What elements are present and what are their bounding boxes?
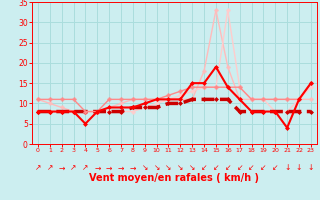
Text: →: → bbox=[59, 163, 65, 172]
Text: ↘: ↘ bbox=[141, 163, 148, 172]
Text: ↘: ↘ bbox=[165, 163, 172, 172]
Text: ↗: ↗ bbox=[82, 163, 89, 172]
Text: ↙: ↙ bbox=[248, 163, 255, 172]
Text: ↙: ↙ bbox=[272, 163, 278, 172]
Text: ↙: ↙ bbox=[260, 163, 267, 172]
Text: ↗: ↗ bbox=[35, 163, 41, 172]
X-axis label: Vent moyen/en rafales ( km/h ): Vent moyen/en rafales ( km/h ) bbox=[89, 173, 260, 183]
Text: ↙: ↙ bbox=[236, 163, 243, 172]
Text: ↙: ↙ bbox=[225, 163, 231, 172]
Text: ↘: ↘ bbox=[189, 163, 196, 172]
Text: →: → bbox=[94, 163, 100, 172]
Text: ↘: ↘ bbox=[153, 163, 160, 172]
Text: ↓: ↓ bbox=[296, 163, 302, 172]
Text: ↘: ↘ bbox=[177, 163, 184, 172]
Text: →: → bbox=[118, 163, 124, 172]
Text: →: → bbox=[106, 163, 112, 172]
Text: →: → bbox=[130, 163, 136, 172]
Text: ↓: ↓ bbox=[284, 163, 290, 172]
Text: ↙: ↙ bbox=[201, 163, 207, 172]
Text: ↓: ↓ bbox=[308, 163, 314, 172]
Text: ↙: ↙ bbox=[213, 163, 219, 172]
Text: ↗: ↗ bbox=[47, 163, 53, 172]
Text: ↗: ↗ bbox=[70, 163, 77, 172]
